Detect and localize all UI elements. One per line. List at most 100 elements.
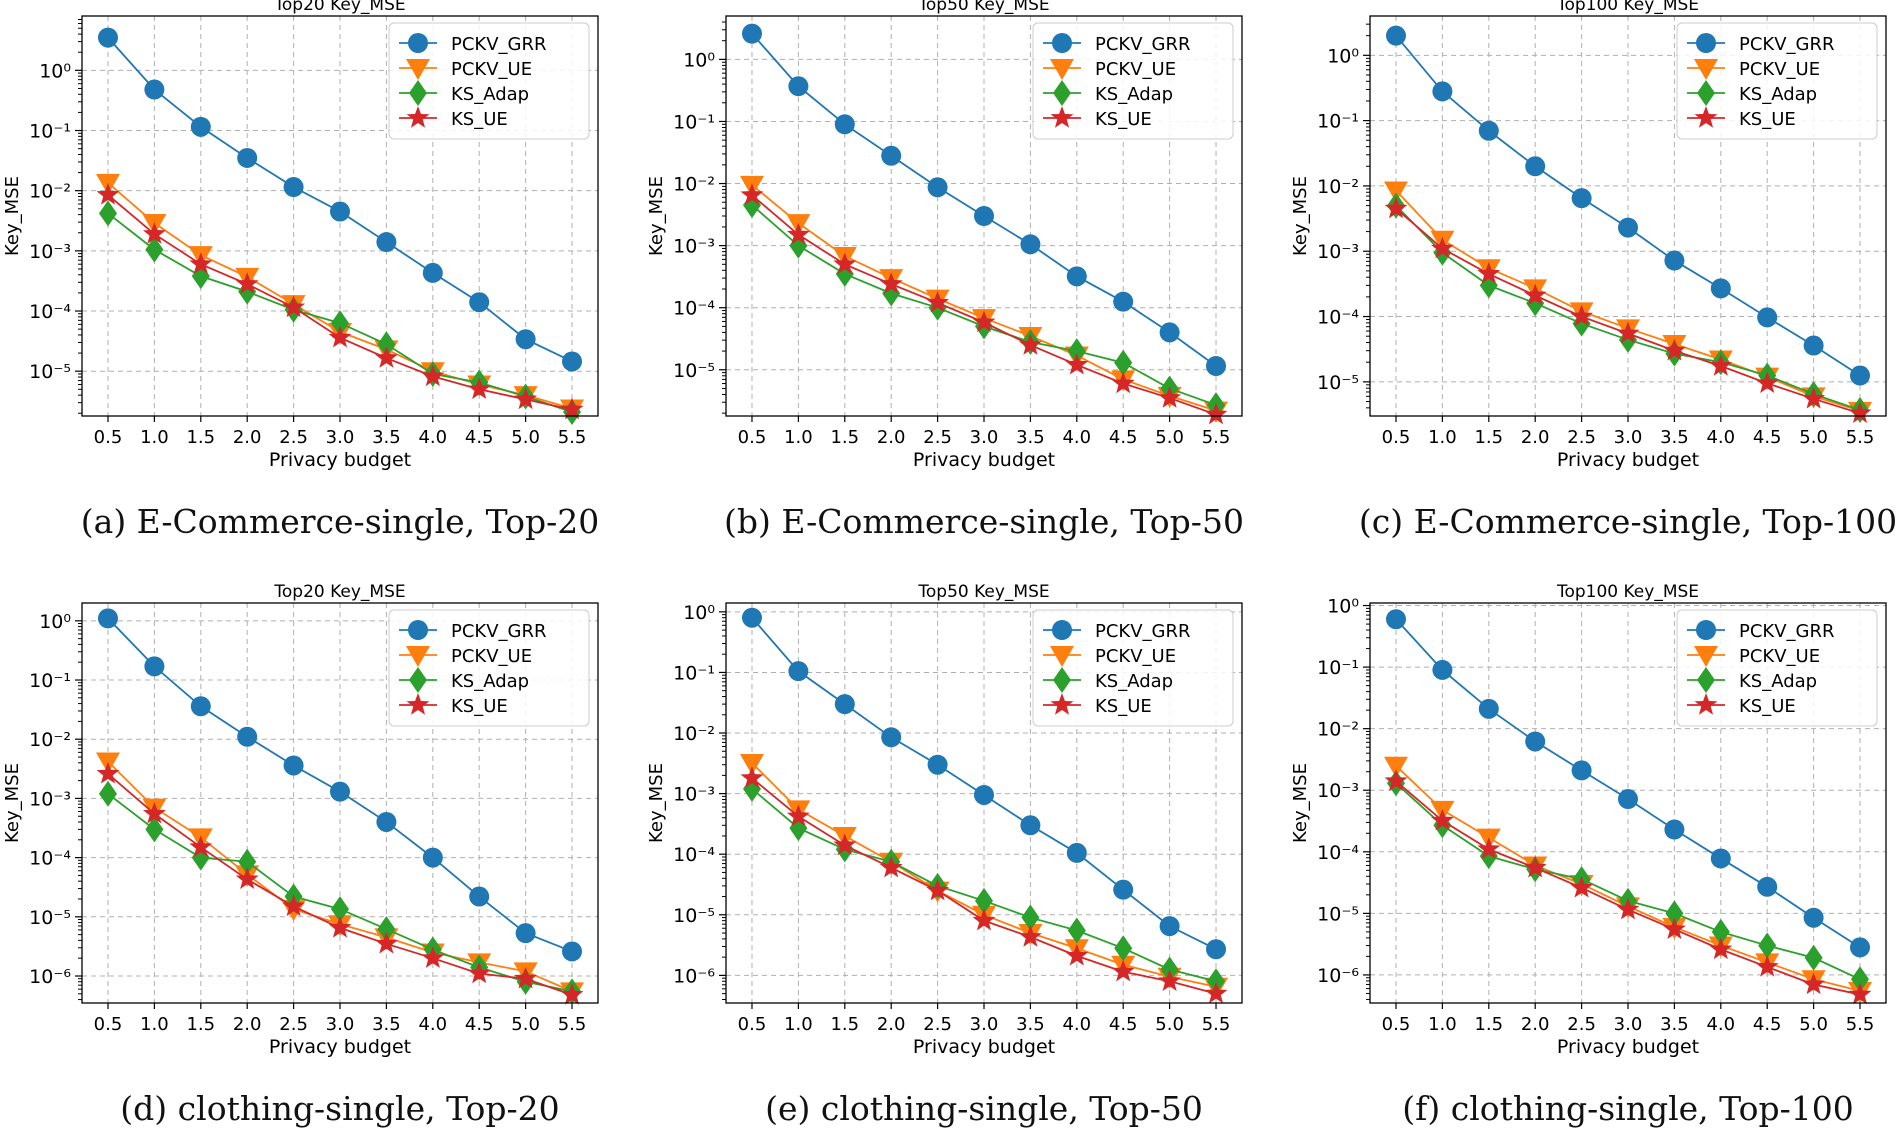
data-point	[1114, 935, 1133, 962]
data-point	[974, 784, 994, 805]
x-tick-label: 4.5	[1109, 1014, 1138, 1035]
data-point	[739, 754, 764, 776]
data-point	[145, 236, 164, 263]
plot-frame	[1369, 15, 1887, 417]
data-point	[421, 946, 445, 968]
data-point	[1204, 402, 1228, 425]
data-point	[1207, 968, 1226, 995]
y-tick-label: 10⁻⁵	[1317, 903, 1359, 925]
x-axis-label: Privacy budget	[1557, 449, 1699, 471]
data-point	[1711, 918, 1730, 945]
data-point	[1021, 904, 1040, 931]
plot-frame	[81, 15, 599, 417]
data-point	[1755, 371, 1779, 394]
data-point	[1755, 954, 1779, 977]
legend-entry: KS_Adap	[1043, 80, 1173, 106]
data-point	[788, 76, 809, 97]
x-tick-label: 3.0	[1614, 427, 1643, 448]
x-tick-label: 2.5	[923, 427, 952, 448]
chart-panel-2: 0.5 1.0 1.5 2.0 2.5 3.0 3.5 4.0 4.5 5.0 5.5 10⁻⁵ 10⁻…	[646, 0, 1243, 471]
data-point	[1111, 959, 1135, 982]
legend-entry: PCKV_UE	[1043, 646, 1176, 667]
data-point	[1757, 307, 1778, 328]
data-point	[740, 766, 764, 788]
data-point	[1206, 356, 1227, 377]
chart-title: Top50 Key_MSE	[917, 0, 1049, 15]
x-tick-label: 4.5	[1109, 427, 1138, 448]
data-point	[1523, 283, 1547, 306]
data-point	[1111, 371, 1135, 394]
data-point	[1158, 969, 1182, 991]
plot-frame	[81, 602, 599, 1004]
chart-title: Top100 Key_MSE	[1556, 0, 1699, 15]
series-KS_UE	[740, 766, 1228, 1004]
series-PCKV_GRR	[741, 23, 1227, 377]
legend-entry: KS_Adap	[1043, 667, 1173, 693]
data-point	[145, 816, 164, 843]
x-tick-label: 1.5	[186, 427, 215, 448]
x-tick-label: 4.5	[465, 427, 494, 448]
legend: PCKV_GRR PCKV_UE KS_Adap KS_UE	[1676, 22, 1878, 140]
data-point	[376, 232, 397, 253]
legend-entry: KS_UE	[399, 106, 508, 130]
x-axis-label: Privacy budget	[913, 1036, 1055, 1058]
y-tick-label: 10⁻⁴	[29, 301, 71, 323]
y-axis-label: Key_MSE	[2, 763, 23, 843]
legend-label: KS_Adap	[1095, 671, 1173, 692]
legend-marker	[1050, 59, 1074, 80]
legend-marker	[1696, 620, 1716, 640]
data-point	[1478, 698, 1499, 719]
chart-panel-4: 0.5 1.0 1.5 2.0 2.5 3.0 3.5 4.0 4.5 5.0 5.5 10⁻⁶ 10⁻…	[2, 582, 599, 1058]
data-point	[282, 295, 306, 318]
data-point	[1385, 25, 1406, 46]
figure-caption: (b) E-Commerce-single, Top-50	[724, 502, 1244, 541]
x-tick-label: 2.0	[1521, 427, 1550, 448]
data-point	[1803, 335, 1824, 356]
legend-label: PCKV_UE	[451, 646, 532, 667]
legend-label: PCKV_UE	[1095, 59, 1176, 80]
data-point	[1113, 291, 1134, 312]
data-point	[1384, 769, 1408, 791]
figure-caption: (a) E-Commerce-single, Top-20	[80, 502, 600, 541]
data-point	[1159, 916, 1180, 937]
data-point	[1848, 401, 1872, 423]
data-point	[1020, 815, 1041, 836]
legend-marker	[406, 59, 430, 80]
data-point	[562, 941, 583, 962]
data-point	[1113, 879, 1134, 900]
x-tick-label: 4.5	[1753, 427, 1782, 448]
legend-entry: PCKV_GRR	[1687, 620, 1835, 642]
y-tick-label: 10⁻³	[29, 788, 71, 810]
data-point	[1430, 236, 1454, 259]
legend-marker	[406, 646, 430, 667]
series-PCKV_GRR	[97, 608, 583, 962]
data-point	[1206, 939, 1227, 960]
x-tick-label: 0.5	[1382, 427, 1411, 448]
data-point	[1802, 972, 1826, 995]
y-tick-label: 10⁻¹	[1317, 111, 1359, 133]
data-point	[238, 848, 257, 875]
legend-label: KS_UE	[451, 696, 508, 717]
data-point	[1616, 321, 1640, 344]
data-point	[974, 206, 994, 226]
legend-label: KS_UE	[451, 109, 508, 130]
data-point	[422, 262, 443, 283]
data-point	[1570, 875, 1594, 898]
y-tick-label: 10⁻²	[29, 181, 71, 203]
legend-entry: KS_UE	[399, 693, 508, 717]
data-point	[1850, 365, 1871, 386]
y-tick-label: 10⁻⁶	[673, 965, 715, 987]
data-point	[422, 847, 443, 868]
y-tick-label: 10⁻²	[673, 723, 715, 745]
data-point	[926, 290, 950, 313]
x-tick-label: 5.5	[1202, 427, 1231, 448]
data-point	[96, 761, 120, 784]
data-point	[1850, 937, 1871, 958]
x-tick-label: 1.0	[784, 1014, 813, 1035]
legend-marker	[1050, 646, 1074, 667]
y-tick-label: 10⁻³	[1317, 780, 1359, 802]
x-axis-label: Privacy budget	[913, 449, 1055, 471]
x-tick-label: 1.0	[140, 1014, 169, 1035]
y-tick-label: 10⁻¹	[29, 121, 71, 143]
series-KS_UE	[96, 761, 584, 1005]
